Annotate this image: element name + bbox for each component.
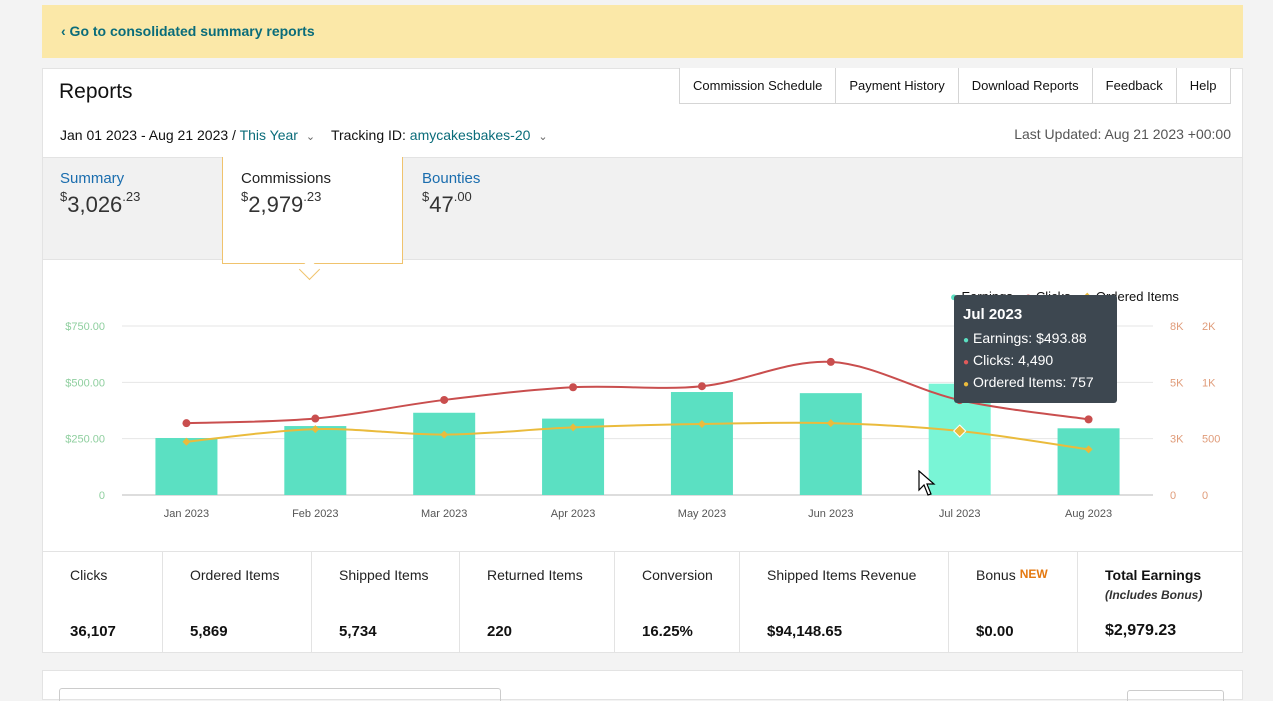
- y-tick-label: 0: [99, 490, 105, 502]
- commissions-tab[interactable]: Commissions $2,979.23: [241, 170, 331, 218]
- stat-total-earnings: Total Earnings (Includes Bonus) $2,979.23: [1077, 552, 1242, 653]
- x-tick-label: Jan 2023: [164, 508, 209, 520]
- tracking-label: Tracking ID:: [330, 127, 406, 143]
- earnings-legend-icon: ●: [950, 289, 958, 304]
- stats-row: Clicks 36,107 Ordered Items 5,869 Shipped …: [43, 551, 1242, 653]
- y2-tick-label: 3K: [1170, 434, 1184, 446]
- x-tick-label: Jun 2023: [808, 508, 853, 520]
- tooltip-earnings: ● Earnings: $493.88: [963, 330, 1087, 346]
- ordered-items-point: [311, 425, 320, 434]
- stat-clicks: Clicks 36,107: [70, 567, 116, 640]
- tooltip-ordered-items: ● Ordered Items: 757: [963, 374, 1094, 390]
- earnings-bar: [1057, 428, 1120, 495]
- y2-tick-label: 0: [1170, 490, 1176, 502]
- summary-tab[interactable]: Summary $3,026.23: [60, 170, 140, 218]
- tooltip-clicks: ● Clicks: 4,490: [963, 352, 1054, 368]
- chevron-down-icon[interactable]: ⌄: [305, 131, 316, 143]
- y3-tick-label: 1K: [1202, 377, 1216, 389]
- page-title: Reports: [59, 80, 133, 103]
- earnings-bar: [284, 426, 347, 495]
- ordered-items-point: [1084, 445, 1093, 454]
- y3-tick-label: 500: [1202, 434, 1220, 446]
- y-tick-label: $250.00: [65, 434, 105, 446]
- clicks-point: [569, 383, 578, 392]
- ordered-items-point: [952, 424, 967, 438]
- last-updated: Last Updated: Aug 21 2023 +00:00: [1014, 126, 1231, 142]
- commissions-amount: $2,979.23: [241, 189, 322, 217]
- clicks-point: [182, 419, 191, 428]
- commissions-label: Commissions: [241, 170, 332, 187]
- chart-tooltip: Jul 2023 ● Earnings: $493.88 ● Clicks: 4,4…: [954, 295, 1117, 403]
- summary-label: Summary: [60, 170, 125, 187]
- report-tabs: Commission Schedule Payment History Down…: [679, 68, 1231, 104]
- earnings-bar: [155, 437, 218, 495]
- ordered-items-point: [569, 423, 578, 432]
- chevron-down-icon[interactable]: ⌄: [538, 131, 548, 143]
- ordered-items-point: [440, 430, 449, 439]
- earnings-bar: [799, 393, 862, 495]
- bounties-tab[interactable]: Bounties $47.00: [422, 170, 480, 218]
- stat-shipped-revenue: Shipped Items Revenue $94,148.65: [739, 552, 948, 653]
- cursor-icon: [918, 470, 936, 496]
- x-tick-label: Mar 2023: [421, 508, 467, 520]
- report-filter-buttons[interactable]: [59, 688, 501, 701]
- ordered-items-point: [182, 437, 191, 446]
- ordered-items-point: [826, 419, 835, 428]
- clicks-point: [1084, 415, 1093, 424]
- tab-help[interactable]: Help: [1175, 68, 1230, 103]
- summary-amount: $3,026.23: [60, 189, 141, 217]
- y2-tick-label: 8K: [1170, 321, 1184, 333]
- new-badge: NEW: [1019, 567, 1048, 581]
- bounties-amount: $47.00: [422, 189, 472, 217]
- x-tick-label: Apr 2023: [551, 508, 596, 520]
- stat-ordered-items: Ordered Items 5,869: [162, 552, 311, 653]
- bounties-label: Bounties: [422, 170, 481, 187]
- tab-download-reports[interactable]: Download Reports: [957, 68, 1092, 103]
- filter-row: Jan 01 2023 - Aug 21 2023 / This Year ⌄ …: [60, 127, 548, 143]
- earnings-bar: [413, 412, 476, 495]
- x-tick-label: Feb 2023: [292, 508, 338, 520]
- stat-conversion: Conversion 16.25%: [614, 552, 739, 653]
- y2-tick-label: 5K: [1170, 377, 1184, 389]
- clicks-line: [186, 360, 1089, 425]
- ordered-items-point: [697, 420, 706, 429]
- ordered-items-line: [186, 421, 1089, 451]
- tab-payment-history[interactable]: Payment History: [835, 68, 957, 103]
- tab-feedback[interactable]: Feedback: [1091, 68, 1176, 103]
- stat-returned-items: Returned Items 220: [459, 552, 614, 653]
- x-tick-label: Jul 2023: [939, 508, 981, 520]
- y3-tick-label: 0: [1202, 490, 1208, 502]
- x-tick-label: May 2023: [678, 508, 726, 520]
- tracking-id-selector[interactable]: amycakesbakes-20: [409, 127, 531, 143]
- consolidated-banner: ‹ Go to consolidated summary reports: [42, 5, 1243, 58]
- clicks-point: [440, 395, 449, 404]
- earnings-chart: 0 0 0 $250.00 3K 500 $500.00 5K 1K $750.00 8K 2K Jan…: [65, 321, 1220, 520]
- x-tick-label: Aug 2023: [1065, 508, 1112, 520]
- consolidated-reports-link[interactable]: ‹ Go to consolidated summary reports: [61, 23, 315, 39]
- date-range: Jan 01 2023 - Aug 21 2023: [60, 127, 229, 143]
- clicks-point: [311, 414, 320, 423]
- y3-tick-label: 2K: [1202, 321, 1216, 333]
- tab-commission-schedule[interactable]: Commission Schedule: [693, 78, 823, 93]
- y-tick-label: $750.00: [65, 321, 105, 333]
- tooltip-title: Jul 2023: [963, 306, 1023, 323]
- clicks-point: [826, 357, 835, 366]
- stat-bonus: Bonus NEW $0.00: [948, 552, 1077, 653]
- stat-shipped-items: Shipped Items 5,734: [311, 552, 459, 653]
- earnings-bar: [670, 392, 733, 495]
- clicks-point: [697, 382, 706, 391]
- period-selector[interactable]: This Year: [239, 127, 298, 143]
- y-tick-label: $500.00: [65, 377, 105, 389]
